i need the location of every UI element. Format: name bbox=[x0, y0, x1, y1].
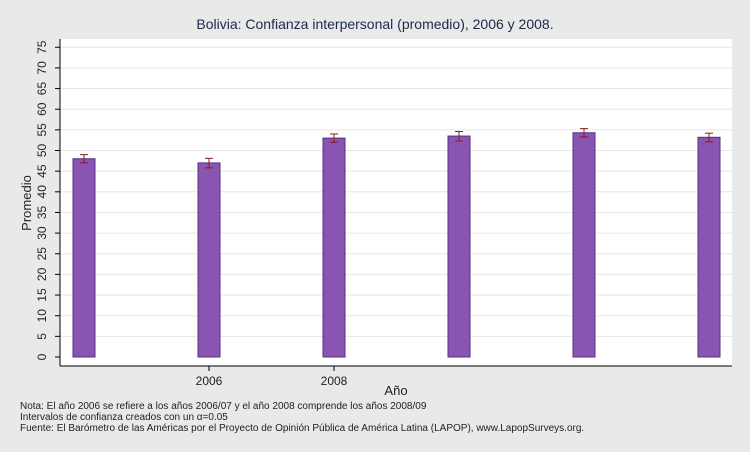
bar bbox=[72, 158, 96, 358]
y-tick-label: 50 bbox=[35, 144, 49, 158]
x-tick-label: 2008 bbox=[321, 374, 348, 388]
x-axis-label: Año bbox=[384, 383, 407, 398]
y-axis-label: Promedio bbox=[19, 175, 34, 231]
y-tick-label: 35 bbox=[35, 205, 49, 219]
bars bbox=[72, 132, 721, 358]
chart-title: Bolivia: Confianza interpersonal (promed… bbox=[196, 16, 554, 32]
y-tick-label: 0 bbox=[35, 353, 49, 360]
y-tick-label: 20 bbox=[35, 267, 49, 281]
bar bbox=[197, 162, 221, 358]
y-tick-label: 60 bbox=[35, 102, 49, 116]
source-note: Fuente: El Barómetro de las Américas por… bbox=[20, 423, 585, 434]
error-bars bbox=[80, 128, 713, 169]
plot-area bbox=[60, 39, 732, 366]
bar bbox=[322, 137, 346, 358]
x-axis: 2006 2008 bbox=[60, 365, 732, 388]
y-axis: 0 5 10 15 20 25 30 35 40 45 50 55 60 65 70 75 bbox=[35, 39, 61, 366]
y-tick-label: 75 bbox=[35, 40, 49, 54]
note-text: Nota: El año 2006 se refiere a los años … bbox=[20, 401, 427, 412]
x-tick-label: 2006 bbox=[196, 374, 223, 388]
y-tick-label: 65 bbox=[35, 82, 49, 96]
y-tick-label: 10 bbox=[35, 309, 49, 323]
bar bbox=[572, 132, 596, 358]
grid-lines bbox=[60, 46, 732, 337]
y-tick-label: 40 bbox=[35, 185, 49, 199]
y-tick-label: 45 bbox=[35, 164, 49, 178]
bar bbox=[697, 136, 721, 358]
confidence-note: Intervalos de confianza creados con un α… bbox=[20, 412, 228, 423]
bar bbox=[447, 135, 471, 358]
y-tick-label: 30 bbox=[35, 226, 49, 240]
y-tick-label: 55 bbox=[35, 123, 49, 137]
y-tick-label: 5 bbox=[35, 333, 49, 340]
y-tick-label: 15 bbox=[35, 288, 49, 302]
y-tick-label: 25 bbox=[35, 247, 49, 261]
y-tick-label: 70 bbox=[35, 61, 49, 75]
